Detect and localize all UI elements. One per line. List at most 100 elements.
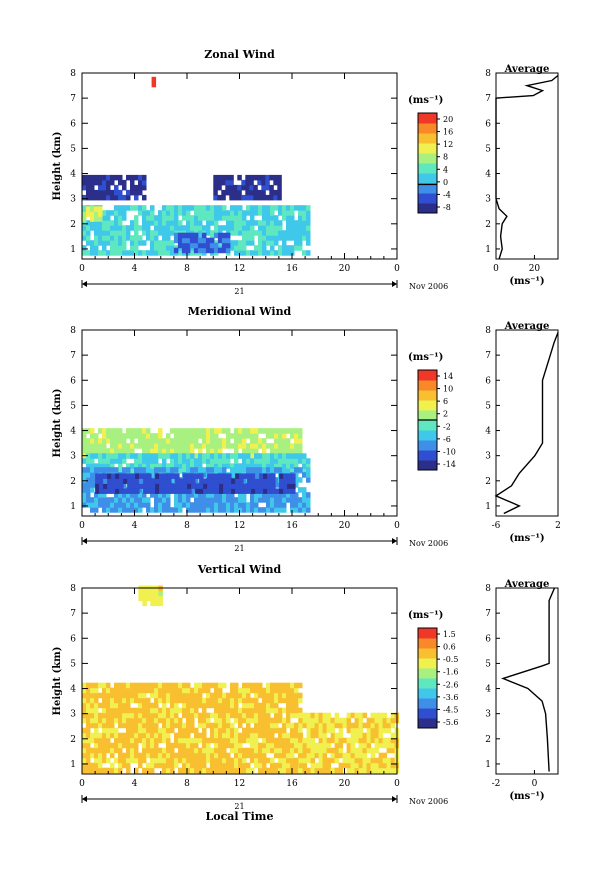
heatmap-cell [90,184,95,191]
heatmap-cell [230,747,235,754]
heatmap-cell [170,443,175,449]
heatmap-cell [155,483,160,489]
heatmap-cell [271,473,276,479]
heatmap-cell [82,216,87,222]
heatmap-cell [286,235,291,241]
heatmap-cell [222,707,227,714]
heatmap-cell [110,179,115,186]
heatmap-cell [126,692,131,699]
heatmap-cell [214,727,219,734]
heatmap-cell [106,732,111,739]
heatmap-cell [250,707,255,714]
heatmap-cell [130,502,135,508]
heatmap-cell [178,767,183,774]
heatmap-cell [306,737,312,744]
heatmap-cell [193,247,199,254]
heatmap-cell [338,767,344,774]
heatmap-cell [218,767,223,774]
heatmap-cell [98,747,103,754]
heatmap-cell [138,438,143,444]
heatmap-cell [286,722,291,729]
heatmap-cell [102,707,107,714]
heatmap-cell [222,210,227,216]
heatmap-cell [322,712,328,719]
heatmap-cell [242,438,247,444]
heatmap-cell [130,737,135,744]
heatmap-cell [245,184,250,191]
heatmap-cell [90,250,95,256]
heatmap-cell [298,692,303,699]
heatmap-cell [126,463,131,469]
heatmap-cell [278,438,283,444]
heatmap-cell [178,742,183,749]
heatmap-cell [170,697,175,704]
heatmap-cell [134,712,139,719]
heatmap-cell [111,478,116,484]
heatmap-cell [229,184,234,191]
heatmap-cell [174,742,179,749]
heatmap-cell [158,757,163,764]
heatmap-cell [278,692,283,699]
y-tick-label: 1 [70,760,76,770]
heatmap-cell [262,717,267,724]
colorbar-frame [417,627,438,729]
heatmap-cell [186,497,191,503]
heatmap-cell [218,428,223,434]
heatmap-cell [138,433,143,439]
heatmap-cell [173,247,179,254]
colorbar-tick-label: -10 [443,447,456,456]
heatmap-cell [94,211,99,217]
heatmap-cell [254,428,259,434]
heatmap-cell [246,205,251,211]
heatmap-cell [207,483,212,489]
heatmap-cell [254,205,259,211]
heatmap-cell [98,225,103,231]
heatmap-cell [226,692,231,699]
heatmap-cell [194,215,199,221]
heatmap-cell [250,443,255,449]
heatmap-cell [294,225,299,231]
heatmap-cell [226,707,231,714]
heatmap-cell [182,463,187,469]
heatmap-cell [170,757,175,764]
heatmap-cell [118,747,123,754]
heatmap-cell [265,179,270,186]
heatmap-cell [143,478,148,484]
heatmap-cell [198,507,203,513]
heatmap-cell [238,225,243,231]
heatmap-cell [374,732,380,739]
heatmap-cell [162,448,167,454]
heatmap-cell [218,727,223,734]
heatmap-cell [154,737,159,744]
heatmap-cell [286,463,291,469]
heatmap-cell [282,467,287,473]
heatmap-cell [202,747,207,754]
heatmap-cell [330,747,336,754]
heatmap-cell [102,687,107,694]
heatmap-cell [142,702,147,709]
heatmap-cell [127,488,132,494]
colorbar-swatch [418,420,437,431]
heatmap-cell [230,433,235,439]
heatmap-cell [210,448,215,454]
heatmap-cell [261,184,266,191]
heatmap-cell [238,210,243,216]
heatmap-cell [250,433,255,439]
heatmap-cell [134,250,139,256]
heatmap-cell [274,463,279,469]
heatmap-cell [310,722,316,729]
heatmap-cell [114,697,119,704]
heatmap-cell [250,732,255,739]
heatmap-cell [273,189,278,196]
heatmap-cell [198,752,203,759]
y-tick-label: 2 [70,220,76,230]
heatmap-cell [210,438,215,444]
heatmap-cell [250,687,255,694]
heatmap-cell [334,747,340,754]
heatmap-cell [170,458,175,464]
heatmap-cell [138,205,143,211]
heatmap-cell [282,463,287,469]
heatmap-cell [222,463,227,469]
heatmap-cell [270,687,275,694]
